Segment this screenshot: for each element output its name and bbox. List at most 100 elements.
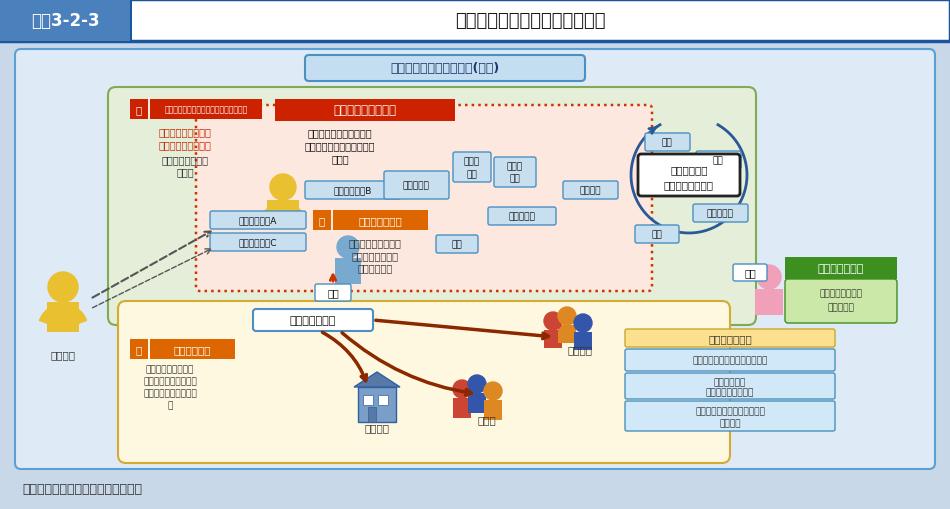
Text: ディネート: ディネート [827, 303, 854, 312]
Bar [755, 290, 783, 316]
Bar [453, 398, 471, 418]
Bar [544, 330, 562, 348]
Circle shape [757, 266, 781, 290]
Circle shape [337, 237, 359, 259]
Text: を受け止め、必要な機関に: を受け止め、必要な機関に [305, 140, 375, 151]
Text: 相談支援関係者へ: 相談支援関係者へ [352, 250, 398, 261]
FancyBboxPatch shape [635, 225, 679, 243]
Text: 若年者: 若年者 [507, 162, 523, 171]
Text: じた継続的支援事業: じた継続的支援事業 [159, 140, 212, 150]
Circle shape [574, 315, 592, 332]
Text: 援。狭間のニーズにも: 援。狭間のニーズにも [143, 377, 197, 386]
Text: 観光: 観光 [712, 156, 723, 165]
FancyBboxPatch shape [210, 212, 306, 230]
Text: 教育: 教育 [451, 240, 463, 249]
Text: コミュニティ: コミュニティ [713, 378, 746, 387]
Text: 相談支援機関B: 相談支援機関B [333, 186, 372, 195]
Text: 多機関協働事業: 多機関協働事業 [358, 216, 402, 225]
Bar [130, 0, 132, 42]
FancyBboxPatch shape [488, 208, 556, 225]
Text: アウトリーチ等を通: アウトリーチ等を通 [159, 127, 212, 137]
FancyBboxPatch shape [108, 88, 756, 325]
Text: 地域づくりをコー: 地域づくりをコー [820, 289, 863, 298]
Bar [558, 325, 576, 344]
Text: 支援: 支援 [509, 174, 521, 183]
Text: 場づくり: 場づくり [719, 419, 741, 428]
Text: 化: 化 [167, 401, 173, 410]
Text: 調整: 調整 [744, 267, 756, 277]
Bar [333, 211, 428, 231]
Text: プラットフォーム: プラットフォーム [664, 180, 714, 190]
FancyBboxPatch shape [696, 152, 741, 169]
Bar [275, 100, 455, 122]
FancyBboxPatch shape [785, 279, 897, 323]
FancyBboxPatch shape [638, 155, 740, 196]
Text: 重層的支援体制整備事業(全体): 重層的支援体制整備事業(全体) [390, 63, 500, 75]
Bar [574, 332, 592, 350]
FancyBboxPatch shape [305, 182, 401, 200]
Text: 重層的支援体制整備事業の概要: 重層的支援体制整備事業の概要 [455, 12, 605, 30]
Circle shape [544, 313, 562, 330]
Text: 消費者相談: 消費者相談 [403, 181, 429, 190]
FancyBboxPatch shape [196, 106, 652, 292]
Bar [378, 395, 388, 405]
Bar [150, 340, 235, 359]
Bar [368, 407, 376, 422]
Circle shape [468, 375, 486, 393]
FancyBboxPatch shape [384, 172, 449, 200]
FancyBboxPatch shape [693, 205, 748, 222]
Text: 連携・つなぎ: 連携・つなぎ [357, 263, 392, 272]
Text: 地域づくり事業: 地域づくり事業 [818, 264, 864, 273]
Text: 相談支援機関A: 相談支援機関A [238, 216, 277, 225]
Wedge shape [262, 203, 304, 224]
Bar [335, 259, 361, 285]
Text: 世代や属性を超えた相談: 世代や属性を超えた相談 [308, 128, 372, 138]
Text: まちづくり: まちづくり [707, 209, 733, 218]
Bar [358, 387, 396, 422]
Circle shape [453, 380, 471, 398]
Text: 包括的相談支援事業: 包括的相談支援事業 [333, 104, 396, 117]
Bar [47, 302, 79, 332]
Circle shape [270, 175, 296, 201]
FancyBboxPatch shape [625, 373, 835, 399]
Text: る支援: る支援 [176, 166, 194, 177]
Bar [150, 100, 262, 120]
Bar [484, 400, 502, 420]
Text: 新: 新 [136, 105, 142, 115]
Text: 中核の機能を担い、: 中核の機能を担い、 [349, 238, 402, 247]
Bar [468, 393, 486, 413]
Text: 新: 新 [319, 216, 325, 225]
Text: 地方創生: 地方創生 [580, 186, 600, 195]
Circle shape [484, 382, 502, 400]
FancyBboxPatch shape [15, 50, 935, 469]
Text: 調整: 調整 [327, 288, 339, 297]
FancyBboxPatch shape [253, 309, 373, 331]
FancyBboxPatch shape [118, 301, 730, 463]
FancyBboxPatch shape [563, 182, 618, 200]
FancyBboxPatch shape [625, 349, 835, 371]
Bar [313, 211, 331, 231]
Bar [130, 340, 148, 359]
Text: 共生: 共生 [466, 170, 477, 179]
Bar [267, 201, 299, 229]
FancyBboxPatch shape [315, 285, 351, 301]
Text: 日常の暮らしの中での支え合い: 日常の暮らしの中での支え合い [693, 356, 768, 365]
Polygon shape [354, 372, 400, 387]
Text: 居場所: 居場所 [478, 414, 496, 424]
Text: つなぐ: つなぐ [332, 154, 349, 164]
Text: 保健・医療: 保健・医療 [508, 212, 536, 221]
Text: 相談支援機関C: 相談支援機関C [238, 238, 277, 247]
FancyBboxPatch shape [210, 234, 306, 251]
Text: 対応する参加支援を強: 対応する参加支援を強 [143, 389, 197, 398]
FancyBboxPatch shape [625, 401, 835, 431]
Text: 居場所をはじめとする多様な: 居場所をはじめとする多様な [695, 407, 765, 416]
Text: つながりや参加の支: つながりや参加の支 [145, 365, 194, 374]
Text: （サークル活動等）: （サークル活動等） [706, 388, 754, 397]
FancyBboxPatch shape [733, 265, 767, 281]
Bar [0, 0, 130, 42]
Bar [130, 100, 148, 120]
Text: 場や起点の機能: 場や起点の機能 [708, 333, 751, 344]
FancyBboxPatch shape [494, 158, 536, 188]
Text: 居住支援: 居住支援 [365, 422, 390, 432]
Text: 環境: 環境 [652, 230, 662, 239]
